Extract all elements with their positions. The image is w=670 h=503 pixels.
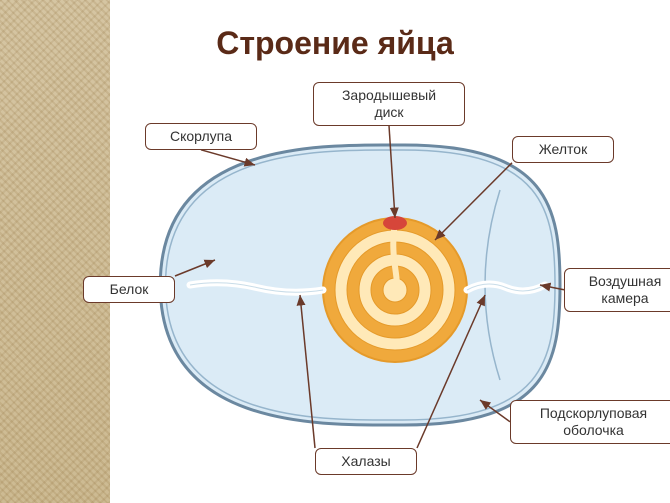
label-germ: Зародышевый диск (313, 82, 465, 126)
pointer-shell (201, 150, 255, 165)
label-text-air: Воздушная камера (589, 273, 662, 306)
latebra (393, 222, 396, 290)
label-text-membrane: Подскорлуповая оболочка (540, 405, 647, 438)
label-text-albumen: Белок (110, 281, 149, 297)
label-shell: Скорлупа (145, 123, 257, 150)
label-membrane: Подскорлуповая оболочка (510, 400, 670, 444)
label-text-chalazae: Халазы (341, 453, 390, 469)
label-text-germ: Зародышевый диск (342, 87, 436, 120)
page-root: Строение яйца СкорлупаЗародышевый дискЖе… (0, 0, 670, 503)
label-yolk: Желток (512, 136, 614, 163)
germ-disc (383, 216, 407, 230)
label-chalazae: Халазы (315, 448, 417, 475)
label-text-shell: Скорлупа (170, 128, 232, 144)
label-text-yolk: Желток (539, 141, 587, 157)
egg-group (160, 145, 560, 425)
label-air: Воздушная камера (564, 268, 670, 312)
label-albumen: Белок (83, 276, 175, 303)
